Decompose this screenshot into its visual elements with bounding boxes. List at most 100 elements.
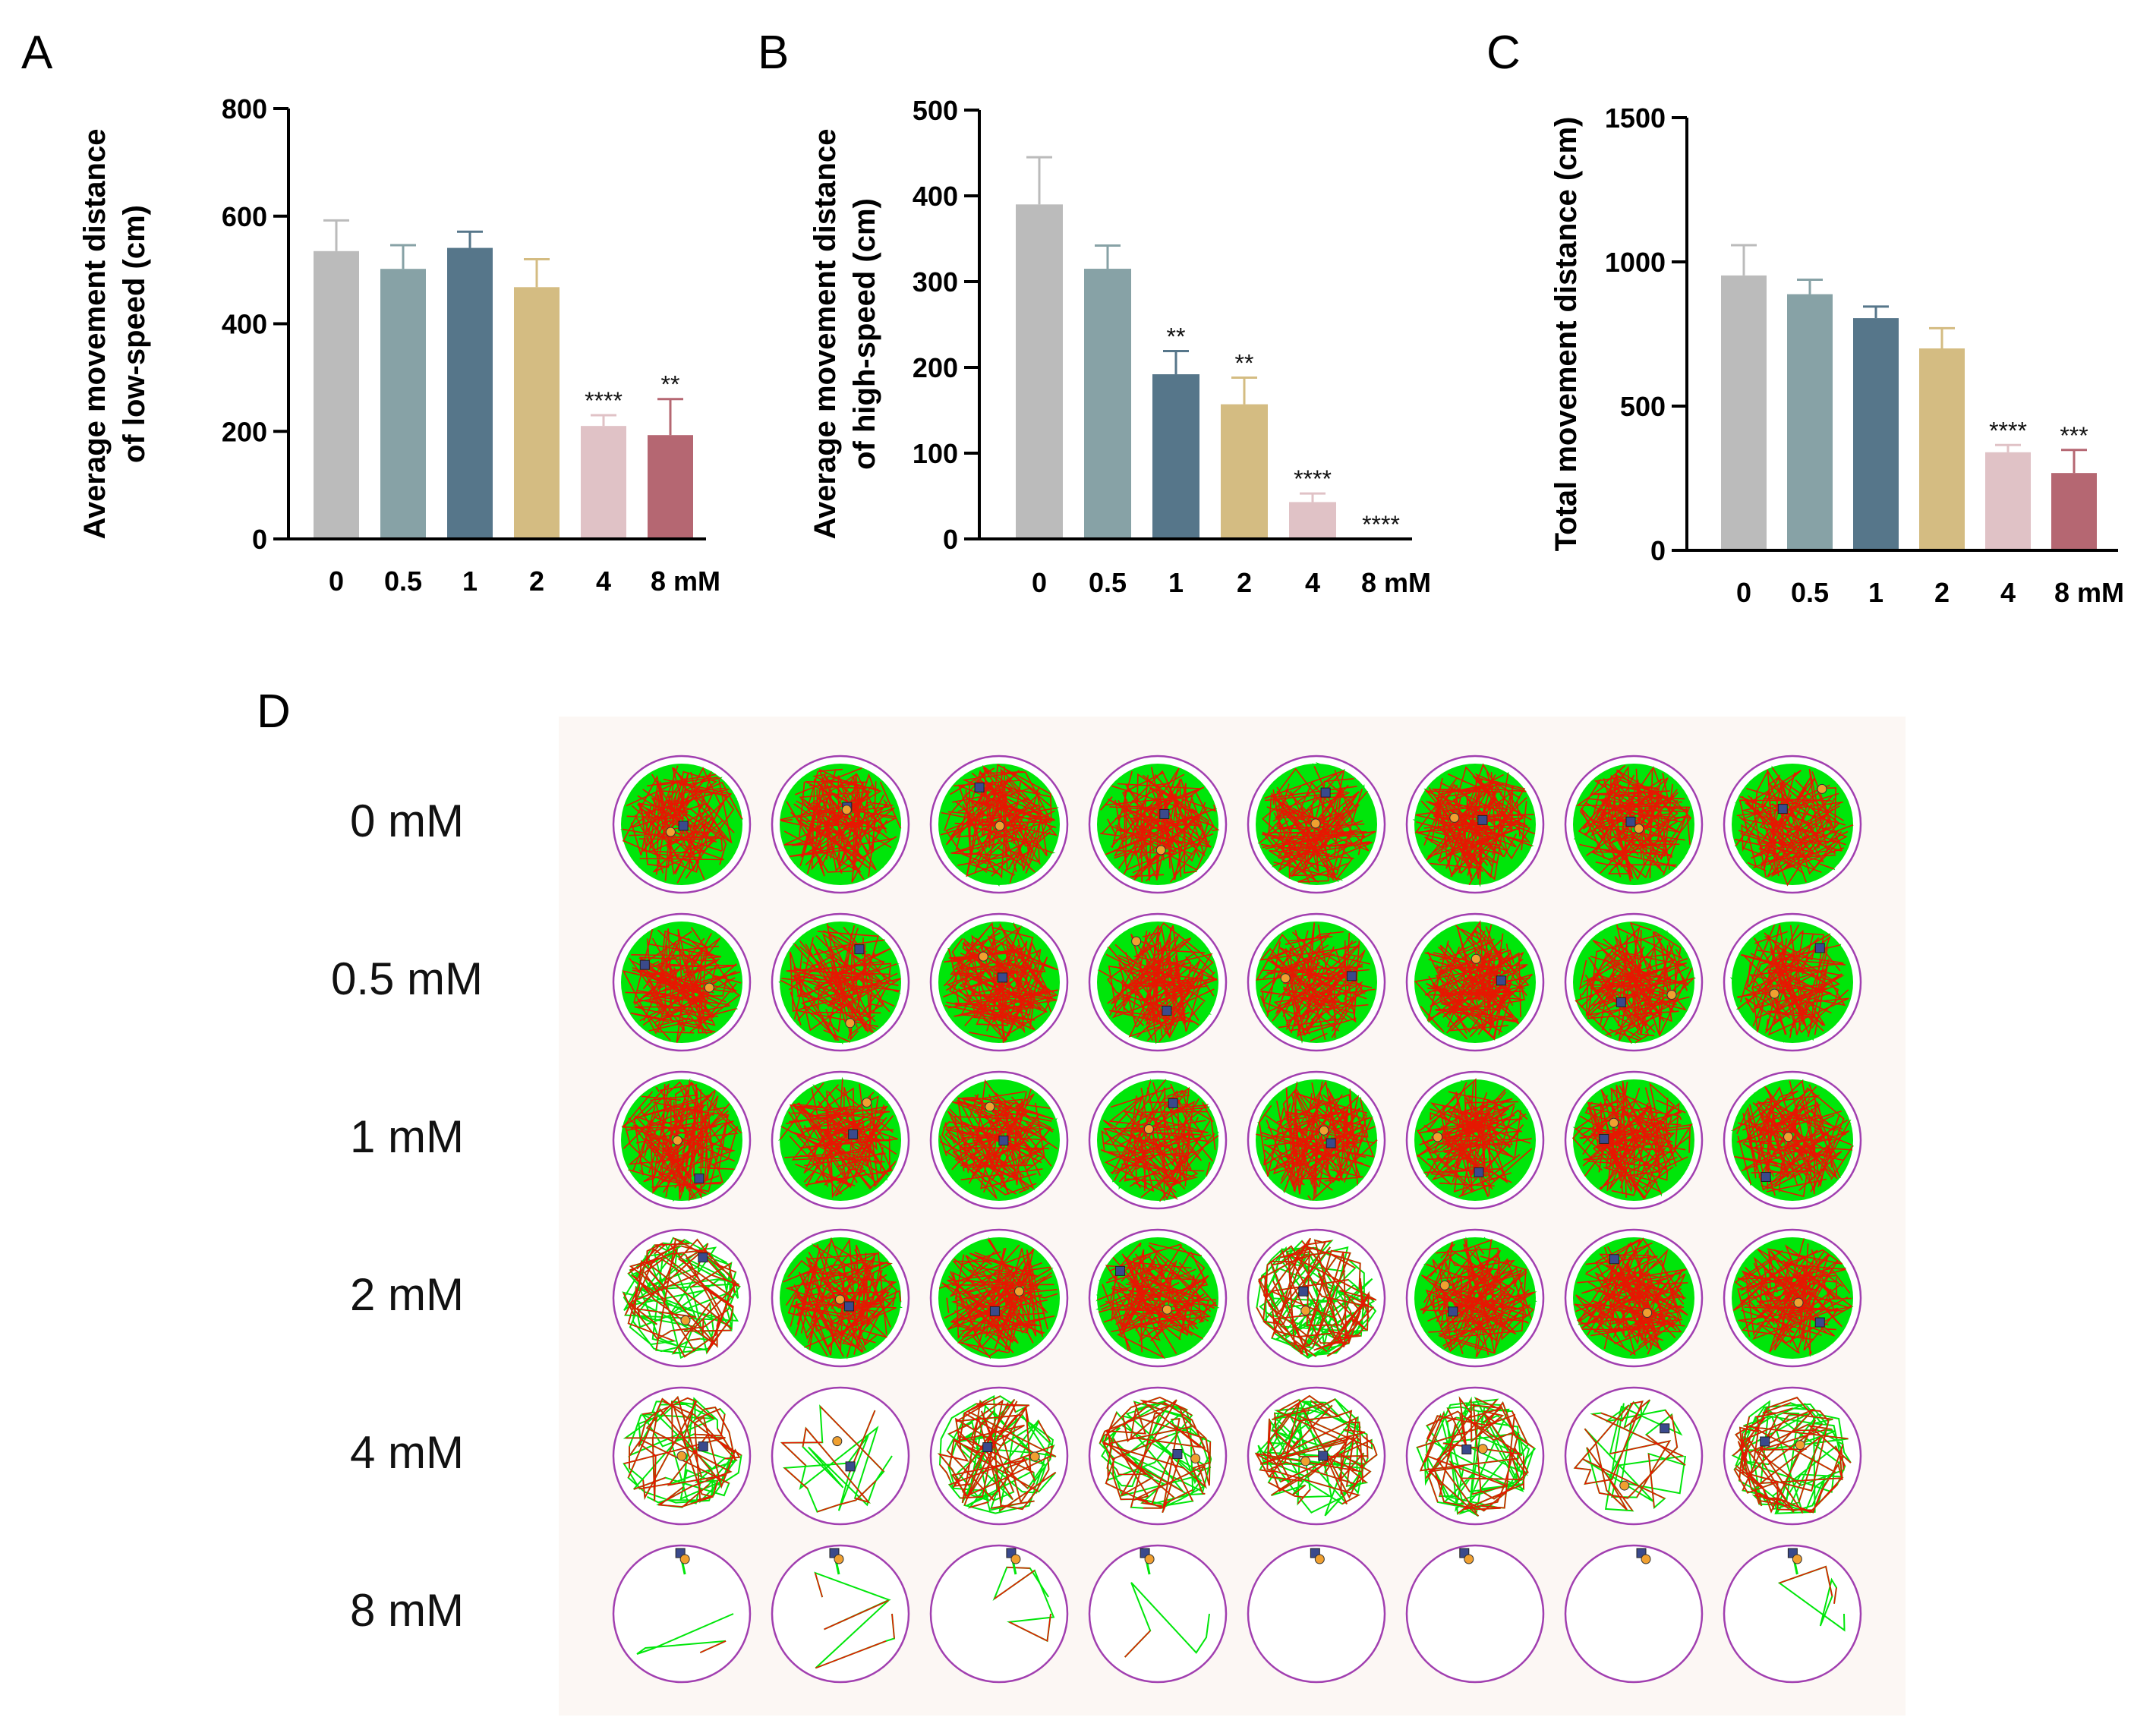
well	[1723, 755, 1862, 894]
well	[1247, 1386, 1386, 1526]
start-marker	[1609, 1254, 1619, 1265]
well-outline	[1405, 1544, 1545, 1684]
bar	[1084, 269, 1131, 539]
end-marker	[1769, 988, 1779, 999]
start-marker	[1616, 997, 1626, 1007]
well	[1088, 1228, 1228, 1368]
y-tick-label: 1500	[1605, 102, 1666, 134]
end-marker	[834, 1554, 844, 1564]
chart-low-speed-distance: Average movement distance of low-speed (…	[78, 93, 720, 597]
well-outline	[1564, 1544, 1704, 1684]
well	[1405, 1070, 1545, 1210]
bar	[1221, 404, 1268, 539]
y-tick-label: 300	[913, 266, 958, 298]
track-fast	[1255, 1394, 1378, 1504]
y-axis-title: Average movement distance of high-speed …	[809, 129, 881, 540]
track-fast	[1732, 1238, 1852, 1356]
track-fast	[1420, 1238, 1536, 1358]
track-fast	[1100, 1079, 1219, 1202]
track-fast	[1097, 1242, 1218, 1359]
well	[1247, 755, 1386, 894]
bar	[514, 287, 560, 539]
start-marker	[1761, 1172, 1771, 1183]
y-axis-ticks: 0 100 200 300 400 500	[913, 95, 979, 555]
track-fast	[623, 1396, 742, 1508]
well	[1723, 912, 1862, 1052]
error-bars	[323, 219, 683, 436]
well	[1088, 755, 1228, 894]
well	[1564, 1544, 1704, 1684]
panel-d-tracks: 0 mM 0.5 mM 1 mM 2 mM 4 mM 8 mM	[331, 717, 1906, 1716]
track-fast	[1256, 1237, 1377, 1357]
end-marker	[1792, 1554, 1802, 1564]
well	[612, 755, 752, 894]
bar	[1289, 502, 1336, 539]
track-fast	[622, 1080, 742, 1202]
well	[612, 1228, 752, 1368]
well	[1564, 1070, 1704, 1210]
start-marker	[1814, 943, 1825, 953]
y-tick-label: 400	[222, 309, 267, 340]
end-marker	[1619, 1480, 1630, 1491]
well	[929, 1070, 1069, 1210]
x-tick-label: 1	[1168, 567, 1184, 598]
start-marker	[1477, 814, 1488, 825]
x-tick-label: 0	[1032, 567, 1047, 598]
well	[771, 1228, 910, 1368]
track-fast	[1259, 766, 1376, 884]
start-marker	[854, 944, 865, 955]
x-tick-label: 0	[329, 566, 344, 597]
end-marker	[679, 1554, 690, 1564]
well	[929, 1544, 1069, 1684]
x-tick-label: 8 mM	[1361, 567, 1431, 598]
start-marker	[998, 1136, 1009, 1146]
start-marker	[1318, 1451, 1329, 1461]
y-tick-label: 0	[943, 524, 958, 555]
start-marker	[698, 1441, 708, 1452]
end-marker	[1300, 1306, 1311, 1316]
end-marker	[680, 1315, 691, 1325]
track-fast	[994, 1567, 1051, 1642]
x-tick-label: 0.5	[1791, 577, 1829, 608]
bar	[1721, 275, 1767, 550]
y-tick-label: 600	[222, 201, 267, 232]
end-marker	[978, 951, 988, 962]
significance-label: ****	[585, 387, 623, 414]
start-marker	[1168, 1098, 1178, 1108]
end-marker	[985, 1101, 995, 1112]
well	[929, 912, 1069, 1052]
end-marker	[845, 1018, 856, 1029]
chart-total-distance: Total movement distance (cm) 0 500 1000 150…	[1549, 102, 2124, 608]
well	[1405, 1544, 1545, 1684]
start-marker	[982, 1442, 993, 1453]
track-fast	[1572, 1081, 1693, 1200]
track-fast	[1416, 1078, 1533, 1198]
significance-label: ****	[1989, 417, 2027, 444]
bar	[1985, 452, 2031, 550]
track-fast	[780, 1406, 884, 1513]
end-marker	[1314, 1554, 1325, 1564]
well-outline	[929, 1544, 1069, 1684]
end-marker	[1280, 973, 1291, 984]
y-axis-title-line1: Average movement distance	[809, 129, 842, 540]
x-tick-label: 2	[1934, 577, 1950, 608]
panel-letter-c: C	[1486, 27, 1521, 79]
start-marker	[997, 972, 1007, 983]
well	[1723, 1070, 1862, 1210]
end-marker	[1439, 1280, 1450, 1290]
bar	[1853, 318, 1899, 550]
x-tick-label: 2	[529, 566, 544, 597]
well-outline	[1247, 1544, 1386, 1684]
y-tick-label: 100	[913, 438, 958, 469]
end-marker	[1793, 1297, 1804, 1308]
x-tick-label: 4	[1305, 567, 1320, 598]
significance-label: ***	[2060, 422, 2088, 449]
end-marker	[1433, 1132, 1443, 1142]
x-axis-categories: 0 0.5 1 2 4 8 mM	[329, 566, 720, 597]
significance-label: **	[1167, 323, 1186, 351]
end-marker	[1029, 1451, 1040, 1462]
start-marker	[1115, 1265, 1126, 1276]
bar	[314, 250, 359, 539]
well	[1723, 1228, 1862, 1368]
start-marker	[678, 821, 689, 831]
